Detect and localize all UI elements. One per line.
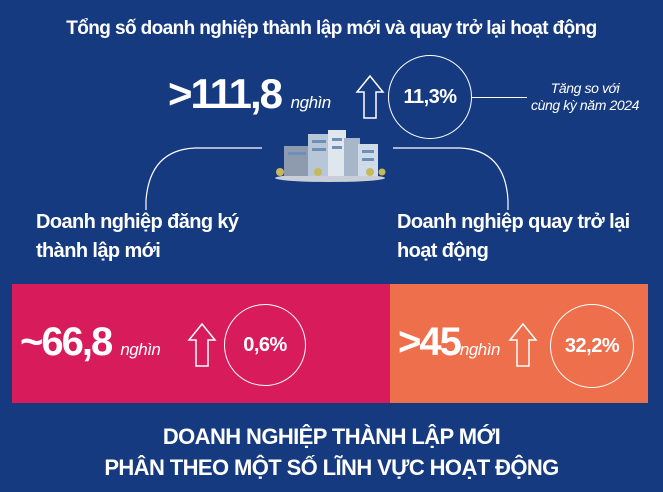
label-line: Doanh nghiệp đăng ký [36,211,239,233]
new-value: ~66,8 nghìn [20,320,161,365]
total-number: >111,8 [168,70,283,117]
returning-unit: nghìn [459,340,501,359]
label-line: hoạt động [397,240,489,262]
up-arrow-icon [187,322,217,367]
buildings-icon [275,130,386,182]
returning-change-circle: 32,2% [550,304,634,388]
section-title-line-1: DOANH NGHIỆP THÀNH LẬP MỚI [162,424,501,449]
total-value: >111,8 nghìn [168,70,331,118]
new-change-circle: 0,6% [224,304,306,386]
note-line: cùng kỳ năm 2024 [530,97,639,113]
returning-value: >45nghìn [398,320,500,365]
new-enterprises-label: Doanh nghiệp đăng ký thành lập mới [36,208,239,266]
returning-number: >45 [398,320,462,364]
note-line: Tăng so với [550,80,620,96]
label-line: Doanh nghiệp quay trở lại [397,211,630,233]
branch-lines [145,147,509,210]
new-unit: nghìn [120,340,161,359]
section-title-line-2: PHÂN THEO MỘT SỐ LĨNH VỰC HOẠT ĐỘNG [104,455,559,480]
label-line: thành lập mới [36,240,161,262]
returning-enterprises-box: >45nghìn 32,2% [390,284,648,403]
total-note: Tăng so với cùng kỳ năm 2024 [525,80,645,114]
main-title: Tổng số doanh nghiệp thành lập mới và qu… [66,18,597,39]
connector-line [472,97,527,98]
total-unit: nghìn [290,93,332,112]
new-number: ~66,8 [20,320,113,364]
up-arrow-icon [508,322,538,367]
returning-enterprises-label: Doanh nghiệp quay trở lại hoạt động [397,208,630,266]
total-change-circle: 11,3% [388,55,472,139]
up-arrow-icon [355,74,385,119]
new-enterprises-box: ~66,8 nghìn 0,6% [12,284,390,403]
